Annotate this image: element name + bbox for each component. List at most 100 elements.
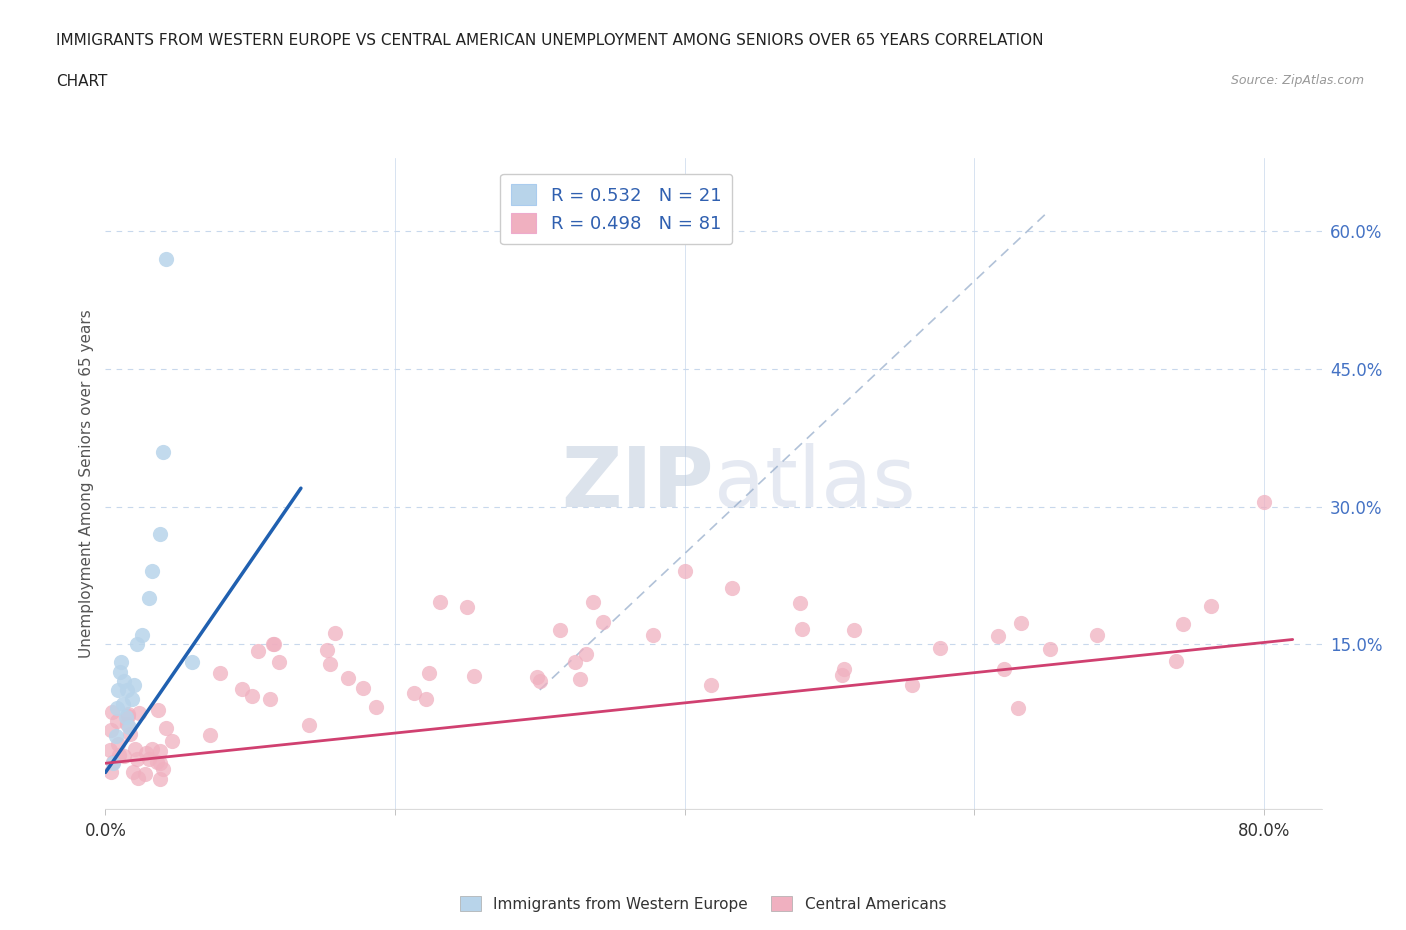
- Point: [118, 727, 141, 742]
- Y-axis label: Unemployment Among Seniors over 65 years: Unemployment Among Seniors over 65 years: [79, 309, 94, 658]
- Point: [832, 661, 855, 676]
- Point: [429, 595, 451, 610]
- Point: [146, 755, 169, 770]
- Point: [114, 710, 136, 724]
- Point: [105, 714, 128, 729]
- Text: ZIP: ZIP: [561, 443, 713, 525]
- Point: [134, 766, 156, 781]
- Point: [575, 647, 598, 662]
- Point: [105, 701, 128, 716]
- Point: [901, 677, 924, 692]
- Point: [337, 671, 360, 685]
- Point: [131, 628, 153, 643]
- Point: [127, 770, 149, 785]
- Point: [149, 755, 172, 770]
- Point: [1166, 654, 1188, 669]
- Point: [155, 251, 177, 266]
- Point: [138, 751, 160, 766]
- Point: [463, 669, 485, 684]
- Point: [415, 692, 437, 707]
- Point: [298, 717, 321, 732]
- Point: [1007, 701, 1029, 716]
- Point: [263, 636, 285, 651]
- Point: [146, 702, 169, 717]
- Point: [316, 643, 339, 658]
- Point: [548, 622, 571, 637]
- Point: [1039, 642, 1062, 657]
- Point: [117, 707, 139, 722]
- Point: [269, 655, 291, 670]
- Point: [242, 688, 264, 703]
- Point: [582, 594, 605, 609]
- Point: [641, 628, 664, 643]
- Point: [529, 673, 551, 688]
- Point: [125, 751, 148, 766]
- Point: [155, 721, 177, 736]
- Point: [568, 671, 591, 686]
- Legend: R = 0.532   N = 21, R = 0.498   N = 81: R = 0.532 N = 21, R = 0.498 N = 81: [501, 174, 733, 245]
- Point: [100, 764, 122, 779]
- Point: [100, 705, 122, 720]
- Point: [152, 444, 174, 458]
- Point: [149, 772, 172, 787]
- Point: [121, 692, 143, 707]
- Point: [124, 678, 146, 693]
- Point: [149, 743, 172, 758]
- Point: [323, 626, 346, 641]
- Point: [1171, 617, 1194, 631]
- Point: [592, 614, 614, 629]
- Point: [141, 564, 163, 578]
- Point: [110, 655, 132, 670]
- Point: [1010, 616, 1032, 631]
- Point: [993, 661, 1015, 676]
- Point: [987, 629, 1010, 644]
- Point: [108, 747, 131, 762]
- Point: [929, 640, 952, 655]
- Point: [121, 764, 143, 779]
- Point: [259, 692, 281, 707]
- Point: [564, 655, 586, 670]
- Point: [128, 705, 150, 720]
- Point: [100, 742, 122, 757]
- Point: [181, 655, 204, 670]
- Text: atlas: atlas: [713, 443, 915, 525]
- Point: [789, 595, 811, 610]
- Point: [111, 697, 134, 711]
- Point: [352, 681, 374, 696]
- Point: [208, 666, 231, 681]
- Point: [262, 636, 284, 651]
- Point: [1253, 495, 1275, 510]
- Point: [1085, 628, 1108, 643]
- Text: Source: ZipAtlas.com: Source: ZipAtlas.com: [1230, 74, 1364, 87]
- Point: [117, 709, 139, 724]
- Point: [200, 727, 222, 742]
- Point: [107, 683, 129, 698]
- Point: [319, 657, 342, 671]
- Point: [231, 682, 253, 697]
- Point: [364, 699, 387, 714]
- Point: [108, 664, 131, 679]
- Point: [112, 749, 135, 764]
- Point: [124, 741, 146, 756]
- Text: CHART: CHART: [56, 74, 108, 89]
- Point: [1199, 598, 1222, 613]
- Point: [844, 622, 866, 637]
- Legend: Immigrants from Western Europe, Central Americans: Immigrants from Western Europe, Central …: [454, 889, 952, 918]
- Point: [107, 737, 129, 751]
- Point: [247, 644, 270, 658]
- Point: [135, 746, 157, 761]
- Point: [101, 754, 124, 769]
- Point: [141, 741, 163, 756]
- Point: [418, 666, 440, 681]
- Point: [115, 717, 138, 732]
- Point: [721, 580, 744, 595]
- Point: [138, 591, 160, 605]
- Point: [831, 668, 853, 683]
- Point: [673, 564, 696, 578]
- Point: [160, 734, 183, 749]
- Point: [101, 756, 124, 771]
- Point: [700, 678, 723, 693]
- Point: [115, 683, 138, 698]
- Point: [100, 722, 122, 737]
- Point: [404, 685, 426, 700]
